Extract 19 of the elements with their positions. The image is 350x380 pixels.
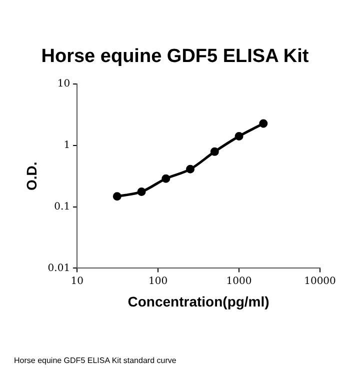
x-axis-title: Concentration(pg/ml) — [128, 293, 270, 310]
x-tick-label: 100 — [148, 276, 168, 287]
point — [162, 174, 170, 183]
y-tick-label: 0.1 — [54, 201, 70, 212]
point — [112, 192, 122, 201]
point — [259, 119, 268, 128]
y-tick-label: 10 — [57, 78, 70, 90]
chart-title: Horse equine GDF5 ELISA Kit — [40, 46, 310, 68]
y-axis-title: O.D. — [23, 162, 40, 190]
text: Horse equine GDF5 ELISA Kit standard curve — [14, 356, 176, 365]
point — [137, 187, 146, 196]
point — [234, 132, 244, 140]
point — [186, 164, 195, 174]
x-tick-label: 1000 — [226, 276, 252, 287]
y-tick-label: 1 — [64, 140, 70, 151]
x-tick-label: 10 — [70, 276, 84, 287]
x-tick-label: 10000 — [304, 276, 336, 287]
y-tick-label: 0.01 — [48, 262, 70, 274]
point — [210, 147, 219, 156]
